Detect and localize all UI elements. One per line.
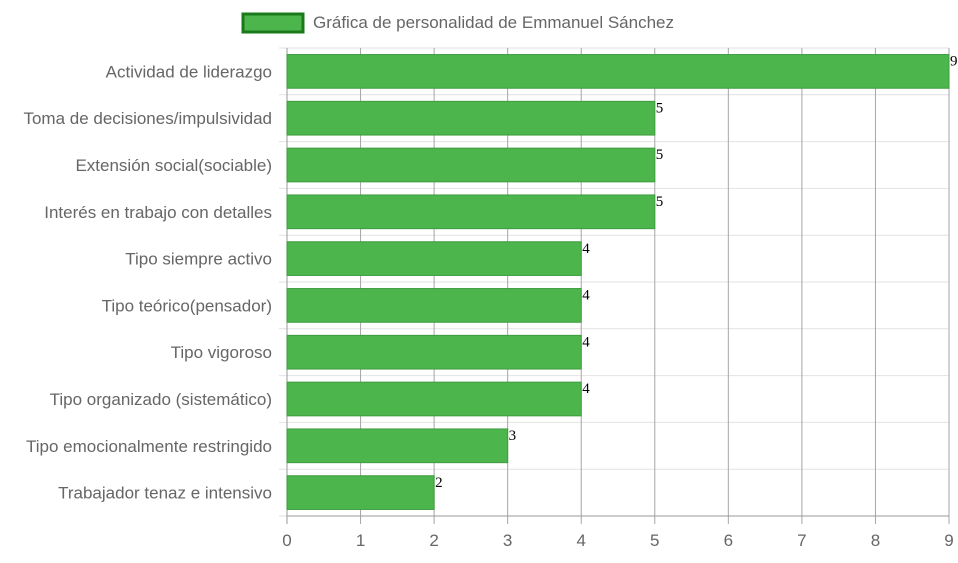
bar[interactable] (286, 428, 509, 464)
data-label: 4 (582, 288, 590, 304)
bar[interactable] (286, 381, 582, 417)
legend-label: Gráfica de personalidad de Emmanuel Sánc… (313, 13, 674, 32)
x-tick-label: 0 (282, 531, 291, 550)
x-tick-label: 4 (576, 531, 585, 550)
bar[interactable] (286, 194, 656, 230)
x-tick-label: 6 (724, 531, 733, 550)
category-labels: Actividad de liderazgo Toma de decisiones… (23, 62, 272, 502)
x-tick-label: 9 (944, 531, 953, 550)
bar[interactable] (286, 241, 582, 276)
bar[interactable] (286, 334, 582, 370)
bar[interactable] (286, 147, 656, 183)
category-label: Tipo teórico(pensador) (102, 296, 272, 315)
category-label: Actividad de liderazgo (106, 62, 272, 81)
value-labels: 9 5 5 5 4 4 4 4 3 2 (435, 54, 957, 491)
bar[interactable] (286, 288, 582, 323)
bars (286, 54, 950, 510)
category-label: Extensión social(sociable) (75, 156, 272, 175)
category-label: Tipo siempre activo (125, 250, 272, 269)
bar[interactable] (286, 100, 656, 136)
x-axis-ticks: 0 1 2 3 4 5 6 7 8 9 (282, 531, 953, 550)
x-tick-label: 5 (650, 531, 659, 550)
data-label: 5 (656, 100, 664, 116)
category-label: Toma de decisiones/impulsividad (23, 109, 272, 128)
data-label: 3 (509, 428, 516, 444)
category-label: Trabajador tenaz e intensivo (58, 484, 272, 503)
data-label: 5 (656, 147, 664, 163)
x-tick-label: 2 (429, 531, 438, 550)
data-label: 2 (435, 475, 443, 491)
category-label: Tipo vigoroso (171, 343, 272, 362)
data-label: 9 (950, 54, 958, 70)
data-label: 4 (582, 381, 590, 397)
category-label: Interés en trabajo con detalles (44, 203, 272, 222)
x-tick-label: 3 (503, 531, 512, 550)
data-label: 4 (582, 334, 590, 350)
x-tick-label: 7 (797, 531, 806, 550)
x-tick-label: 8 (871, 531, 880, 550)
legend[interactable]: Gráfica de personalidad de Emmanuel Sánc… (241, 12, 674, 34)
category-label: Tipo emocionalmente restringido (26, 437, 272, 456)
legend-swatch (241, 12, 305, 34)
category-label: Tipo organizado (sistemático) (50, 390, 272, 409)
bar[interactable] (286, 475, 435, 510)
x-tick-label: 1 (356, 531, 365, 550)
bar[interactable] (286, 54, 950, 89)
data-label: 5 (656, 194, 664, 210)
data-label: 4 (582, 241, 590, 257)
